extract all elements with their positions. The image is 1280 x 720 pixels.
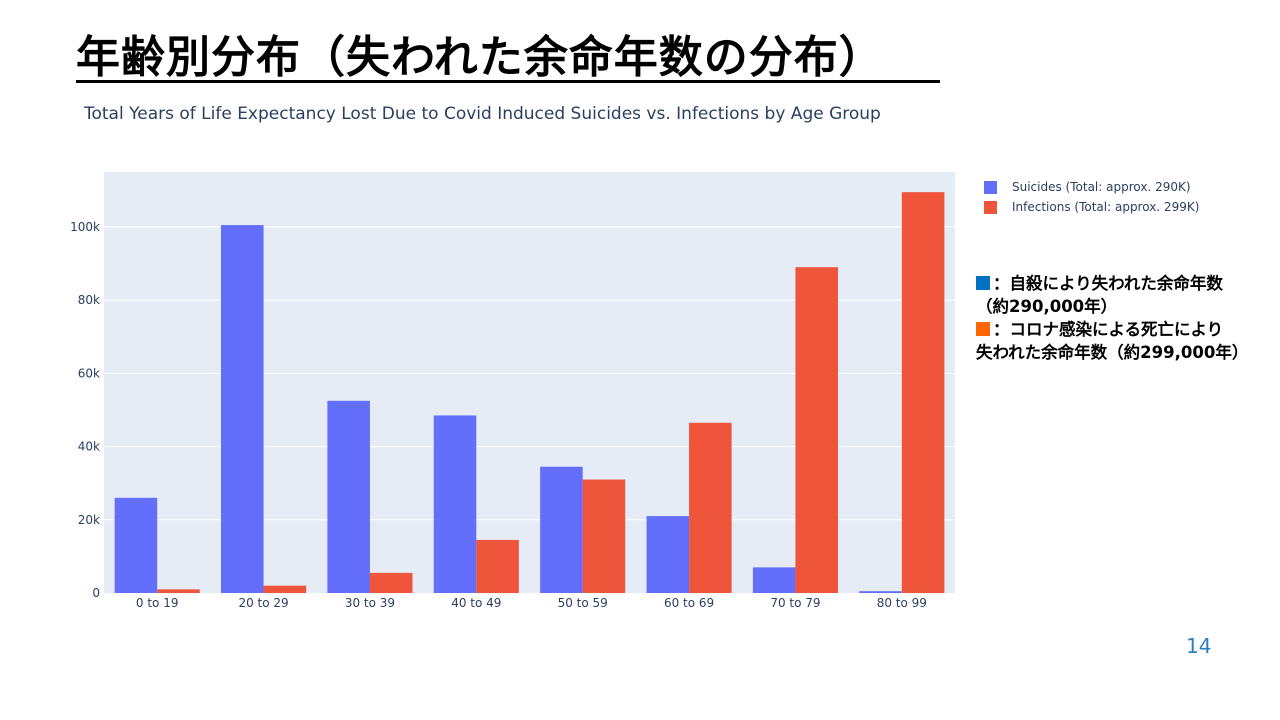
note-text-2: （約290,000年） xyxy=(976,297,1118,316)
legend-item-infections[interactable]: Infections (Total: approx. 299K) xyxy=(984,197,1199,217)
chart-title: Total Years of Life Expectancy Lost Due … xyxy=(84,104,881,124)
bar-infections xyxy=(582,479,626,593)
y-tick-label: 100k xyxy=(70,220,100,234)
note-line-infections: ：コロナ感染による死亡により xyxy=(976,318,1276,341)
annotation-note: ：自殺により失われた余命年数 （約290,000年） ：コロナ感染による死亡によ… xyxy=(976,272,1276,364)
bar-suicides xyxy=(433,415,477,593)
bar-suicides xyxy=(327,400,370,593)
bar-suicides xyxy=(646,516,690,593)
x-tick-label: 60 to 69 xyxy=(664,596,714,610)
x-tick-label: 30 to 39 xyxy=(345,596,395,610)
y-tick-label: 20k xyxy=(78,513,100,527)
legend-swatch-suicides xyxy=(984,180,997,194)
bar-infections xyxy=(369,572,413,593)
page-number: 14 xyxy=(1186,634,1212,658)
bar-suicides xyxy=(859,591,902,593)
bar-suicides xyxy=(221,225,264,593)
slide-title: 年齢別分布（失われた余命年数の分布） xyxy=(76,32,884,83)
x-tick-label: 40 to 49 xyxy=(451,596,501,610)
note-text-3: ：コロナ感染による死亡により xyxy=(993,320,1224,339)
bar-suicides xyxy=(752,567,796,593)
x-tick-label: 20 to 29 xyxy=(238,596,288,610)
note-line-suicides: ：自殺により失われた余命年数 xyxy=(976,272,1276,295)
x-tick-label: 80 to 99 xyxy=(877,596,927,610)
bar-infections xyxy=(901,192,945,594)
y-tick-label: 0 xyxy=(92,586,100,600)
bar-suicides xyxy=(114,497,158,593)
legend-swatch-infections xyxy=(984,200,997,214)
legend-item-suicides[interactable]: Suicides (Total: approx. 290K) xyxy=(984,177,1199,197)
note-text-1: ：自殺により失われた余命年数 xyxy=(993,274,1223,293)
blue-square-icon xyxy=(976,276,990,290)
x-tick-label: 70 to 79 xyxy=(770,596,820,610)
y-tick-label: 60k xyxy=(78,366,100,380)
bar-infections xyxy=(476,539,519,593)
chart-legend: Suicides (Total: approx. 290K) Infection… xyxy=(984,177,1199,217)
y-tick-label: 80k xyxy=(78,293,100,307)
legend-label-infections: Infections (Total: approx. 299K) xyxy=(1012,200,1200,214)
note-text-4: 失われた余命年数（約299,000年） xyxy=(976,343,1249,362)
title-underline xyxy=(76,80,940,83)
bar-infections xyxy=(157,589,200,593)
x-tick-label: 0 to 19 xyxy=(136,596,179,610)
bar-infections xyxy=(689,422,732,593)
bar-infections xyxy=(263,585,307,593)
bar-infections xyxy=(795,267,838,593)
bar-suicides xyxy=(540,466,583,593)
y-tick-label: 40k xyxy=(78,440,100,454)
legend-label-suicides: Suicides (Total: approx. 290K) xyxy=(1012,180,1191,194)
x-tick-label: 50 to 59 xyxy=(558,596,608,610)
orange-square-icon xyxy=(976,322,990,336)
